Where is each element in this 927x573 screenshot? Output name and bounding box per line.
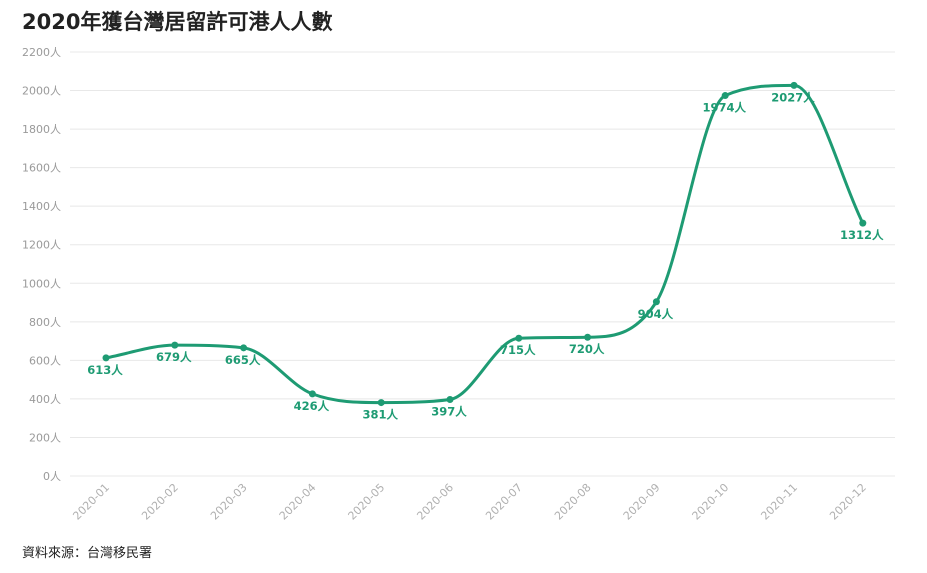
x-tick-label: 2020-12 (827, 481, 869, 523)
data-label: 665人 (225, 353, 261, 367)
y-tick-label: 2200人 (22, 46, 61, 59)
data-point (171, 341, 179, 349)
y-tick-label: 1200人 (22, 239, 61, 252)
y-tick-label: 800人 (29, 316, 61, 329)
data-label: 613人 (87, 363, 123, 377)
x-tick-label: 2020-04 (277, 481, 319, 523)
x-tick-label: 2020-08 (552, 481, 594, 523)
y-tick-label: 0人 (43, 470, 61, 483)
data-label: 397人 (431, 404, 467, 418)
data-label: 426人 (294, 399, 330, 413)
data-point (515, 334, 523, 342)
x-tick-label: 2020-01 (70, 481, 112, 523)
data-label: 720人 (569, 342, 605, 356)
y-tick-label: 1800人 (22, 123, 61, 136)
data-point (584, 333, 592, 341)
data-label: 2027人 (771, 90, 815, 104)
data-label: 904人 (638, 307, 674, 321)
source-note: 資料來源：台灣移民署 (22, 546, 153, 561)
data-label: 1974人 (702, 101, 746, 115)
y-tick-label: 200人 (29, 431, 61, 444)
data-label: 1312人 (840, 228, 884, 242)
data-label: 381人 (362, 408, 398, 422)
x-tick-label: 2020-06 (414, 481, 456, 523)
data-point (377, 399, 385, 407)
chart-title: 2020年獲台灣居留許可港人人數 (22, 10, 333, 34)
y-tick-label: 1000人 (22, 277, 61, 290)
x-tick-label: 2020-03 (208, 481, 250, 523)
y-tick-label: 400人 (29, 393, 61, 406)
data-point (102, 354, 110, 362)
y-tick-label: 1400人 (22, 200, 61, 213)
data-point (240, 344, 248, 352)
y-tick-label: 600人 (29, 354, 61, 367)
series-line (104, 83, 865, 405)
data-point (308, 390, 316, 398)
x-tick-label: 2020-11 (758, 481, 800, 523)
x-tick-label: 2020-10 (690, 481, 732, 523)
data-point (859, 219, 867, 227)
y-tick-label: 1600人 (22, 162, 61, 175)
data-point (446, 395, 454, 403)
data-label: 715人 (500, 343, 536, 357)
x-tick-label: 2020-05 (346, 481, 388, 523)
x-tick-label: 2020-02 (139, 481, 181, 523)
data-point (721, 92, 729, 100)
x-tick-label: 2020-09 (621, 481, 663, 523)
x-tick-label: 2020-07 (483, 481, 525, 523)
data-point (652, 298, 660, 306)
data-point (790, 81, 798, 89)
y-tick-label: 2000人 (22, 85, 61, 98)
data-label: 679人 (156, 350, 192, 364)
